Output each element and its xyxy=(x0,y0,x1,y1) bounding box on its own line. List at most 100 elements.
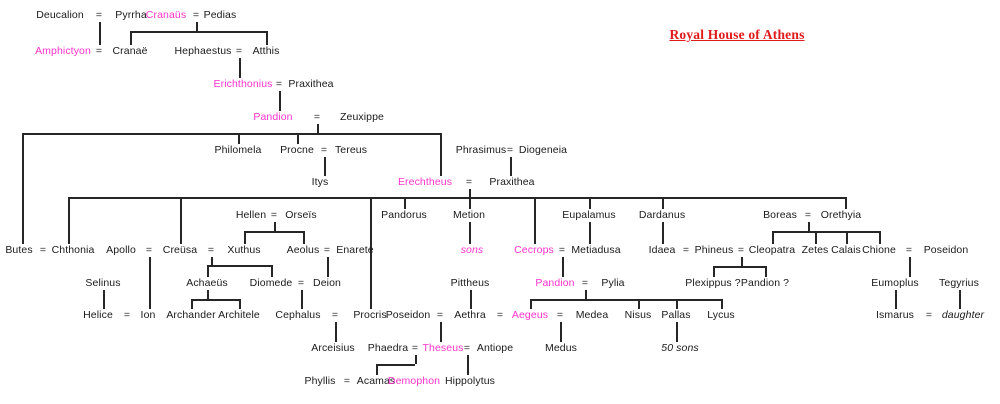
person-node-cecrops[interactable]: Cecrops xyxy=(514,244,554,256)
person-node-eumoplus[interactable]: Eumoplus xyxy=(871,277,919,289)
person-node-pedias[interactable]: Pedias xyxy=(203,9,237,21)
person-node-pylia[interactable]: Pylia xyxy=(601,277,625,289)
person-node-enarete[interactable]: Enarete xyxy=(336,244,374,256)
person-node-ion[interactable]: Ion xyxy=(140,309,156,321)
person-node-metion[interactable]: Metion xyxy=(452,209,486,221)
person-node-cephalus[interactable]: Cephalus xyxy=(275,309,321,321)
connector-line xyxy=(440,133,442,176)
person-node-tegyrius[interactable]: Tegyrius xyxy=(939,277,979,289)
person-node-selinus[interactable]: Selinus xyxy=(85,277,121,289)
connector-line xyxy=(530,299,532,309)
person-node-helice[interactable]: Helice xyxy=(83,309,113,321)
person-node-eupalamus[interactable]: Eupalamus xyxy=(562,209,616,221)
person-node-phineus[interactable]: Phineus xyxy=(694,244,734,256)
person-node-atthis[interactable]: Atthis xyxy=(252,45,280,57)
person-node-pallas[interactable]: Pallas xyxy=(661,309,691,321)
marriage-symbol: = xyxy=(270,209,278,221)
person-node-amphictyon[interactable]: Amphictyon xyxy=(35,45,91,57)
marriage-symbol: = xyxy=(313,111,321,123)
person-node-orethyia[interactable]: Orethyia xyxy=(820,209,862,221)
person-node-phaedra[interactable]: Phaedra xyxy=(367,342,409,354)
person-node-idaea[interactable]: Idaea xyxy=(648,244,676,256)
person-node-pandorus[interactable]: Pandorus xyxy=(381,209,427,221)
marriage-symbol: = xyxy=(331,309,339,321)
person-node-aethra[interactable]: Aethra xyxy=(454,309,486,321)
person-node-nisus[interactable]: Nisus xyxy=(624,309,652,321)
person-node-chione[interactable]: Chione xyxy=(862,244,896,256)
person-node-fiftysons[interactable]: 50 sons xyxy=(661,342,699,354)
person-node-hephaestus[interactable]: Hephaestus xyxy=(174,45,232,57)
person-node-cranae[interactable]: Cranaë xyxy=(112,45,148,57)
connector-line xyxy=(22,133,24,244)
person-node-acamas[interactable]: Acamas xyxy=(356,375,396,387)
person-node-calais[interactable]: Calais xyxy=(831,244,861,256)
person-node-achaeus[interactable]: Achaeüs xyxy=(186,277,228,289)
connector-line xyxy=(676,299,678,309)
person-node-chthonia[interactable]: Chthonia xyxy=(51,244,95,256)
person-node-deion[interactable]: Deion xyxy=(313,277,341,289)
person-node-itys[interactable]: Itys xyxy=(311,176,329,188)
person-node-medus[interactable]: Medus xyxy=(544,342,578,354)
marriage-symbol: = xyxy=(145,244,153,256)
person-node-diomede[interactable]: Diomede xyxy=(249,277,293,289)
person-node-erichthonius[interactable]: Erichthonius xyxy=(213,78,273,90)
person-node-butes[interactable]: Butes xyxy=(5,244,33,256)
connector-line xyxy=(470,290,472,309)
person-node-theseus[interactable]: Theseus xyxy=(422,342,464,354)
person-node-architele[interactable]: Architele xyxy=(218,309,260,321)
person-node-archander[interactable]: Archander xyxy=(166,309,216,321)
person-node-pyrrha[interactable]: Pyrrha xyxy=(115,9,147,21)
person-node-hippolytus[interactable]: Hippolytus xyxy=(444,375,496,387)
person-node-tereus[interactable]: Tereus xyxy=(334,144,368,156)
person-node-pandion3[interactable]: Pandion ? xyxy=(740,277,790,289)
person-node-xuthus[interactable]: Xuthus xyxy=(227,244,261,256)
person-node-dardanus[interactable]: Dardanus xyxy=(638,209,686,221)
person-node-metiadusa[interactable]: Metiadusa xyxy=(571,244,621,256)
person-node-praxithea1[interactable]: Praxithea xyxy=(288,78,334,90)
person-node-philomela[interactable]: Philomela xyxy=(214,144,262,156)
person-node-cranaus[interactable]: Cranaüs xyxy=(145,9,187,21)
person-node-deucalion[interactable]: Deucalion xyxy=(36,9,84,21)
person-node-orseis[interactable]: Orseïs xyxy=(285,209,317,221)
connector-line xyxy=(765,266,767,277)
person-node-erechtheus[interactable]: Erechtheus xyxy=(397,176,453,188)
person-node-diogeneia[interactable]: Diogeneia xyxy=(518,144,568,156)
person-node-poseidon2[interactable]: Poseidon xyxy=(385,309,431,321)
person-node-antiope[interactable]: Antiope xyxy=(476,342,514,354)
connector-line xyxy=(68,197,845,199)
person-node-medea[interactable]: Medea xyxy=(575,309,609,321)
person-node-procris[interactable]: Procris xyxy=(353,309,387,321)
person-node-arceisius[interactable]: Arceisius xyxy=(311,342,355,354)
person-node-aeolus[interactable]: Aeolus xyxy=(286,244,320,256)
connector-line xyxy=(510,157,512,176)
connector-line xyxy=(211,257,213,265)
person-node-lycus[interactable]: Lycus xyxy=(707,309,735,321)
person-node-praxithea2[interactable]: Praxithea xyxy=(489,176,535,188)
person-node-demophon[interactable]: Demophon xyxy=(387,375,441,387)
connector-line xyxy=(244,231,246,244)
person-node-sons[interactable]: sons xyxy=(460,244,484,256)
person-node-pandion1[interactable]: Pandion xyxy=(253,111,293,123)
connector-line xyxy=(207,290,209,299)
person-node-phrasimus[interactable]: Phrasimus xyxy=(455,144,507,156)
connector-line xyxy=(324,157,326,176)
connector-line xyxy=(879,231,881,244)
person-node-hellen[interactable]: Hellen xyxy=(235,209,267,221)
person-node-cleopatra[interactable]: Cleopatra xyxy=(748,244,796,256)
person-node-boreas[interactable]: Boreas xyxy=(763,209,797,221)
person-node-zeuxippe[interactable]: Zeuxippe xyxy=(340,111,384,123)
marriage-symbol: = xyxy=(804,209,812,221)
person-node-procne[interactable]: Procne xyxy=(280,144,314,156)
person-node-daughter[interactable]: daughter xyxy=(941,309,985,321)
person-node-pittheus[interactable]: Pittheus xyxy=(450,277,490,289)
person-node-pandion2[interactable]: Pandion xyxy=(535,277,575,289)
person-node-aegeus[interactable]: Aegeus xyxy=(511,309,549,321)
person-node-zetes[interactable]: Zetes xyxy=(801,244,829,256)
connector-line xyxy=(530,299,721,301)
person-node-phyllis[interactable]: Phyllis xyxy=(304,375,336,387)
person-node-apollo[interactable]: Apollo xyxy=(106,244,136,256)
person-node-ismarus[interactable]: Ismarus xyxy=(875,309,915,321)
person-node-creusa[interactable]: Creüsa xyxy=(162,244,198,256)
person-node-poseidon1[interactable]: Poseidon xyxy=(923,244,969,256)
person-node-plexippus[interactable]: Plexippus ? xyxy=(685,277,741,289)
